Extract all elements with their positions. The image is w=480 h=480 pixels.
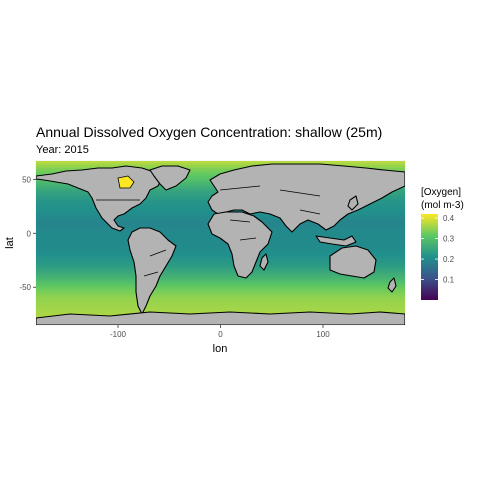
- hudson-bay-patch: [117, 175, 135, 189]
- ocean-band: [36, 281, 405, 285]
- ocean-band: [36, 279, 405, 283]
- y-tick-label: 0: [27, 229, 32, 238]
- ocean-band: [36, 240, 405, 244]
- ocean-band: [36, 307, 405, 311]
- country-borders: [96, 185, 321, 277]
- ocean-band: [36, 277, 405, 281]
- ocean-band: [36, 260, 405, 264]
- ocean-band: [36, 284, 405, 287]
- ocean-band: [36, 171, 405, 175]
- x-tick-label: 100: [316, 330, 330, 339]
- ocean-band: [36, 167, 405, 171]
- new-zealand-land: [387, 277, 397, 293]
- y-axis-title: lat: [4, 237, 16, 249]
- legend-tick-label: 0.1: [443, 276, 455, 285]
- x-tick-label: 0: [218, 330, 223, 339]
- ocean-band: [36, 303, 405, 307]
- southeast-asia-islands-land: [315, 235, 357, 247]
- ocean-band: [36, 273, 405, 276]
- legend-title-line2: (mol m-3): [421, 200, 464, 211]
- ocean-band: [36, 271, 405, 274]
- ocean-band: [36, 169, 405, 173]
- legend-title-line1: [Oxygen]: [421, 187, 461, 198]
- ocean-band: [36, 309, 405, 313]
- ocean-band: [36, 296, 405, 300]
- legend-colorbar: [421, 214, 438, 300]
- ocean-band: [36, 163, 405, 166]
- ocean-band: [36, 243, 405, 246]
- ocean-band: [36, 294, 405, 298]
- ocean-band: [36, 245, 405, 248]
- south-america-land: [127, 227, 177, 315]
- ocean-band: [36, 305, 405, 309]
- y-tick-label: 50: [22, 175, 31, 184]
- greenland-land: [149, 165, 191, 191]
- hudson-bay: [117, 175, 135, 189]
- ocean-band: [36, 301, 405, 305]
- ocean-band: [36, 292, 405, 296]
- legend-tick-label: 0.3: [443, 235, 455, 244]
- ocean-band: [36, 290, 405, 294]
- ocean-band: [36, 268, 405, 272]
- ocean-band: [36, 251, 405, 255]
- ocean-band: [36, 253, 405, 257]
- ocean-band: [36, 249, 405, 253]
- ocean-band: [36, 161, 405, 164]
- chart-subtitle: Year: 2015: [36, 144, 89, 156]
- ocean-band: [36, 262, 405, 266]
- plot-panel: [35, 160, 406, 326]
- ocean-band: [36, 255, 405, 259]
- chart-title: Annual Dissolved Oxygen Concentration: s…: [36, 124, 382, 140]
- ocean-band: [36, 266, 405, 270]
- y-tick-label: -50: [19, 283, 31, 292]
- x-tick-label: -100: [110, 330, 127, 339]
- legend-ticks: 0.4 0.3 0.2 0.1: [421, 214, 455, 285]
- ocean-band: [36, 299, 405, 302]
- antarctica-land: [36, 311, 405, 325]
- axes: -100 0 100 -50 0 50: [19, 175, 330, 339]
- africa-land: [207, 211, 273, 279]
- madagascar-land: [259, 253, 269, 271]
- x-axis-title: lon: [213, 343, 228, 355]
- ocean-band: [36, 275, 405, 279]
- legend-tick-label: 0.2: [443, 255, 455, 264]
- ocean-band: [36, 165, 405, 169]
- ocean-band: [36, 247, 405, 251]
- legend-tick-label: 0.4: [443, 214, 455, 223]
- ocean-band: [36, 264, 405, 268]
- ocean-band: [36, 238, 405, 242]
- ocean-band: [36, 286, 405, 289]
- ocean-band: [36, 288, 405, 292]
- australia-land: [329, 245, 377, 279]
- japan-land: [347, 195, 359, 211]
- legend: [Oxygen] (mol m-3) 0.4 0.3 0.2 0.1: [421, 187, 464, 300]
- ocean-band: [36, 258, 405, 261]
